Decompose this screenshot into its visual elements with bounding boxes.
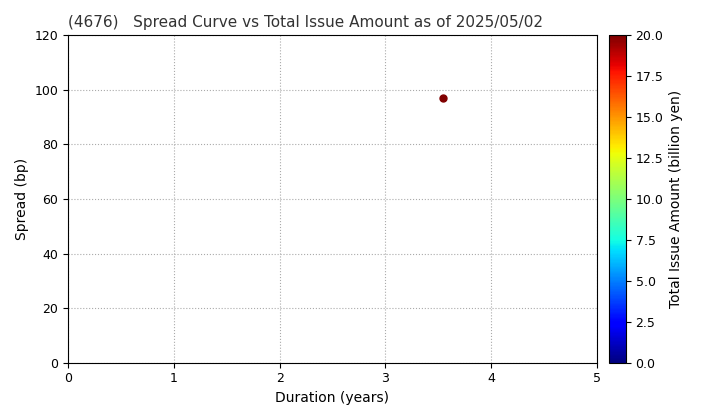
Text: (4676)   Spread Curve vs Total Issue Amount as of 2025/05/02: (4676) Spread Curve vs Total Issue Amoun… <box>68 15 543 30</box>
Y-axis label: Spread (bp): Spread (bp) <box>15 158 29 240</box>
Y-axis label: Total Issue Amount (billion yen): Total Issue Amount (billion yen) <box>669 90 683 308</box>
X-axis label: Duration (years): Duration (years) <box>276 391 390 405</box>
Point <box>438 95 449 102</box>
